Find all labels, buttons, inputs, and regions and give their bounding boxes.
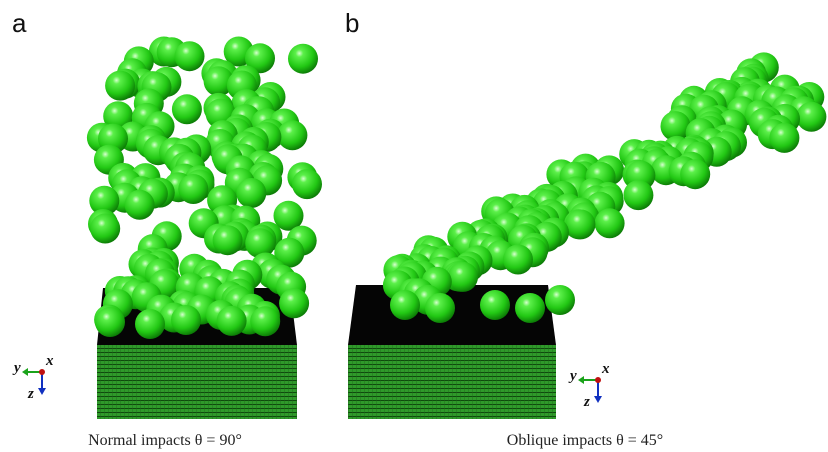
- particle: [236, 178, 266, 208]
- axis-label: x: [601, 361, 610, 377]
- particle: [277, 120, 307, 150]
- particle: [95, 307, 125, 337]
- axis-label: z: [583, 394, 590, 410]
- particle: [623, 180, 653, 210]
- particle: [503, 245, 533, 275]
- panel-label: b: [345, 8, 359, 38]
- figure: a b y x z y x z Normal impacts θ = 90° O…: [0, 0, 828, 452]
- axis-label: z: [27, 386, 34, 402]
- axis-triad: y x z: [568, 361, 610, 410]
- particle: [250, 306, 280, 336]
- particle: [125, 190, 155, 220]
- particle: [448, 262, 478, 292]
- particle: [769, 123, 799, 153]
- particle: [213, 225, 243, 255]
- particle: [217, 306, 247, 336]
- caption: Normal impacts θ = 90°: [88, 432, 242, 449]
- particle: [595, 208, 625, 238]
- particle: [172, 94, 202, 124]
- axis-label: x: [45, 353, 54, 369]
- particle: [796, 102, 826, 132]
- particle: [425, 293, 455, 323]
- axis-label: y: [12, 360, 21, 376]
- particle: [480, 290, 510, 320]
- particle: [565, 209, 595, 239]
- particle: [135, 309, 165, 339]
- particle: [292, 169, 322, 199]
- caption: Oblique impacts θ = 45°: [507, 432, 663, 449]
- particle: [171, 305, 201, 335]
- particle: [515, 293, 545, 323]
- particle: [680, 159, 710, 189]
- particle: [175, 41, 205, 71]
- particle: [390, 290, 420, 320]
- particle: [288, 44, 318, 74]
- panel-label: a: [12, 8, 27, 38]
- particle: [279, 288, 309, 318]
- axis-label: y: [568, 368, 577, 384]
- axis-triad: y x z: [12, 353, 54, 402]
- page: a b y x z y x z Normal impacts θ = 90° O…: [0, 0, 828, 452]
- particle: [178, 174, 208, 204]
- particle: [105, 71, 135, 101]
- particle: [545, 285, 575, 315]
- particle: [90, 214, 120, 244]
